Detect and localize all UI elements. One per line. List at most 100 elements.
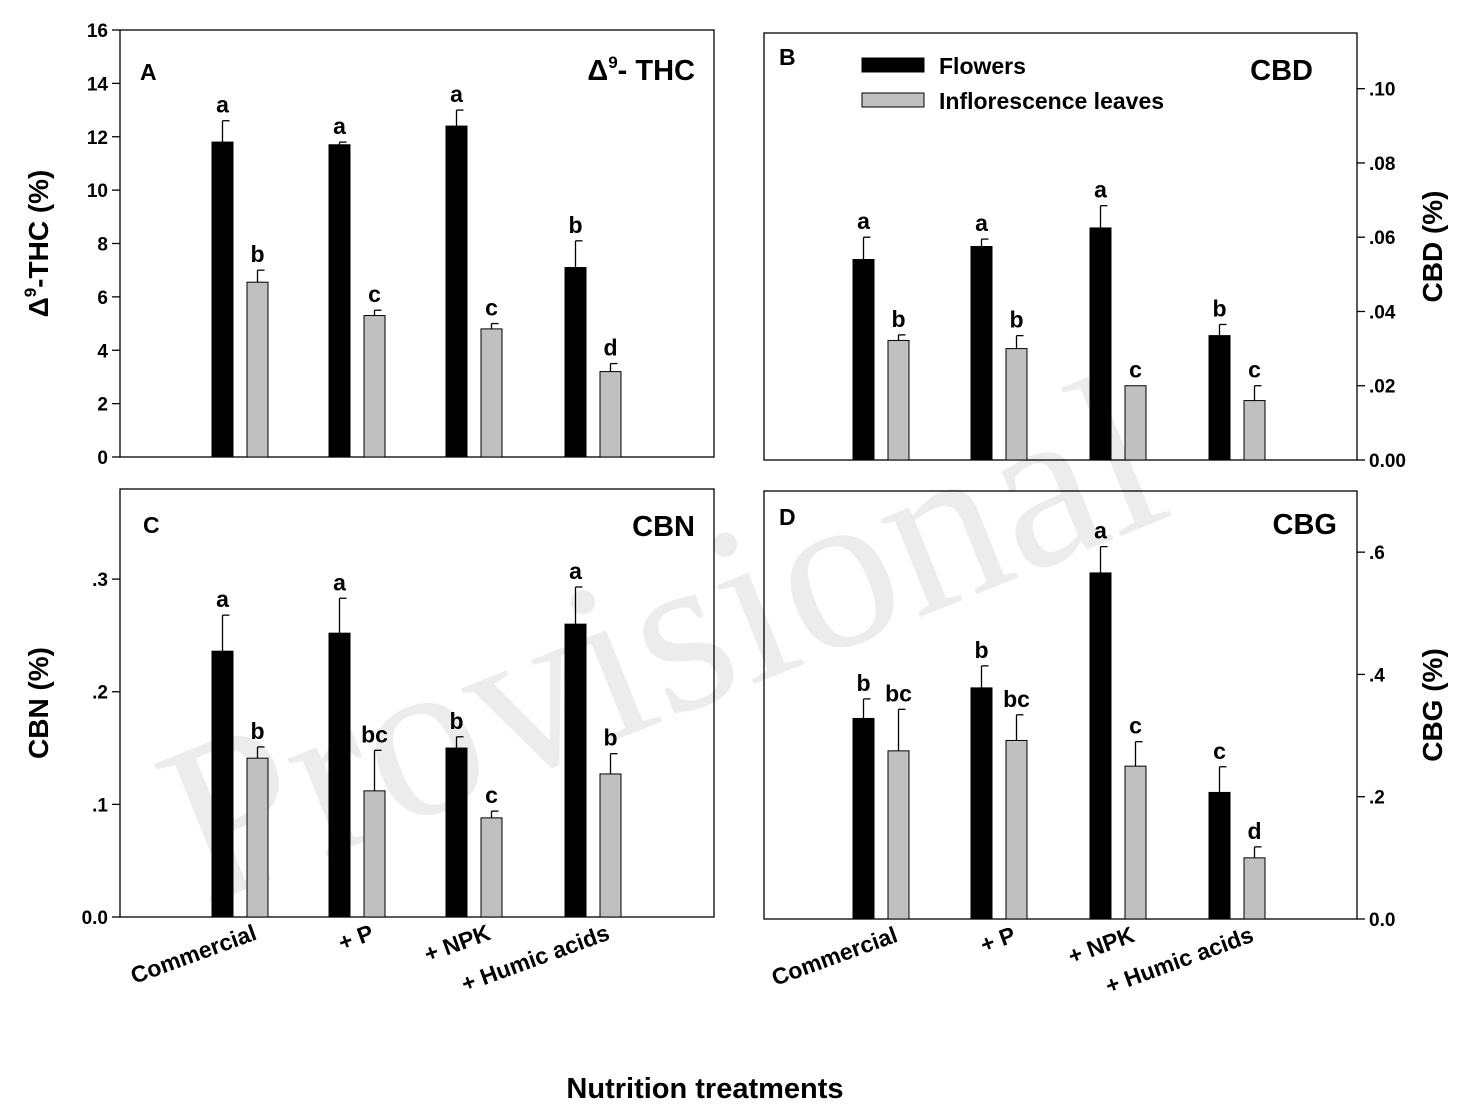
y-tick-label: .1 [92,795,108,816]
legend-label: Flowers [939,53,1026,79]
bar [363,790,386,918]
bar [852,717,875,920]
significance-letter: c [1248,357,1261,383]
panel-title-main: Δ [587,55,608,87]
plot-frame [119,29,715,458]
bar [852,258,875,461]
y-tick-label: 14 [87,74,109,95]
bar [564,267,587,458]
panel-b: 0.00 .02 .04 .06 .08 .10 CBD (%) B CBD a a a b b b c c [763,32,1448,472]
bar [363,315,386,458]
significance-letter: a [569,558,582,584]
y-axis-label-rest: -THC (%) [23,170,54,288]
legend-swatch [861,57,925,73]
significance-letter: a [333,569,346,595]
panel-letter: B [779,44,796,70]
bar [1243,857,1266,920]
y-axis-label: Δ9-THC (%) [21,170,54,318]
x-category-label: + NPK [421,919,495,967]
y-tick-label: 0 [97,448,108,469]
x-category-label: + P [335,919,377,955]
panel-letter: C [143,512,160,538]
y-axis-label-sup: 9 [21,288,40,297]
bar [480,817,503,918]
panel-title: CBG [1273,509,1337,541]
bar [1124,765,1147,920]
bar [970,687,993,920]
significance-letter: b [603,725,617,751]
panel-title-main: CBN [632,511,695,543]
significance-letter: a [450,81,463,107]
y-tick-label: .08 [1369,154,1395,175]
significance-letter: b [449,708,463,734]
plot-frame [763,32,1358,461]
x-axis-title: Nutrition treatments [566,1073,843,1105]
significance-letter: d [1247,818,1261,844]
plot-frame [119,488,715,918]
bar [564,623,587,918]
bar [211,650,234,918]
bar [246,757,269,918]
y-axis-label: CBN (%) [23,647,54,759]
significance-letter: c [485,295,498,321]
y-axis-label: CBG (%) [1417,648,1448,762]
y-tick-label: 10 [87,181,108,202]
panel-letter: D [779,504,796,530]
bar [970,246,993,461]
significance-letter: a [975,210,988,236]
significance-letter: b [974,637,988,663]
y-tick-label: .6 [1369,543,1385,564]
significance-letter: c [1213,738,1226,764]
bar [246,281,269,458]
x-category-label: Commercial [768,921,901,990]
significance-letter: a [216,586,229,612]
significance-letter: a [216,92,229,118]
y-tick-label: .02 [1369,377,1395,398]
bar [599,773,622,918]
y-axis-label: CBD (%) [1417,191,1448,303]
significance-letter: b [1212,295,1226,321]
panel-letter: A [140,59,157,85]
y-tick-label: .10 [1369,80,1395,101]
plot-frame [763,490,1358,920]
bar [445,747,468,918]
significance-letter: b [250,718,264,744]
y-axis-label-main: Δ [23,297,54,317]
significance-letter: a [333,113,346,139]
y-tick-label: .2 [1369,788,1385,809]
x-category-label: + P [977,921,1019,957]
bar [211,141,234,458]
bar [887,339,910,461]
y-axis-label-main: CBN (%) [23,647,54,759]
bar [1089,572,1112,920]
bar [599,371,622,458]
significance-letter: b [568,212,582,238]
significance-letter: bc [885,680,912,706]
significance-letter: a [1094,518,1107,544]
panel-title-main: CBD [1250,55,1313,87]
y-tick-label: .4 [1369,665,1385,686]
panel-title-rest: - THC [618,55,695,87]
y-tick-label: .06 [1369,228,1395,249]
panel-title-main: CBG [1273,509,1337,541]
bar [480,328,503,458]
watermark-text: Provisional [127,324,1194,953]
y-tick-label: 0.0 [1369,910,1395,931]
y-tick-label: 2 [97,395,108,416]
y-tick-label: 12 [87,128,108,149]
y-tick-label: 0.00 [1369,451,1406,472]
significance-letter: b [250,241,264,267]
y-tick-label: .04 [1369,302,1396,323]
panel-title: CBN [632,511,695,543]
significance-letter: c [368,281,381,307]
bar [1208,335,1231,461]
legend-swatch [861,92,925,108]
panel-title: CBD [1250,55,1313,87]
y-tick-label: .2 [92,683,108,704]
significance-letter: b [856,670,870,696]
significance-letter: b [891,306,905,332]
significance-letter: c [1129,357,1142,383]
significance-letter: a [857,208,870,234]
